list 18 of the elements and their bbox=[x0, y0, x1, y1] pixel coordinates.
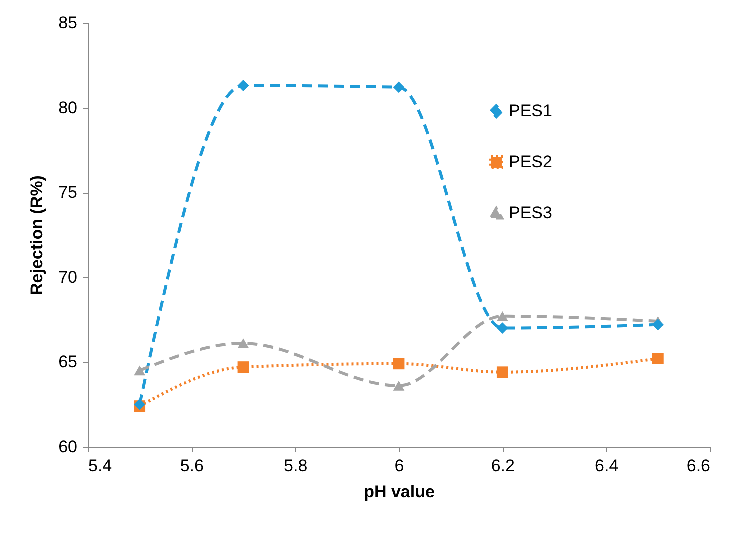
x-tick-label: 6 bbox=[394, 456, 404, 476]
legend-label: PES3 bbox=[509, 204, 552, 222]
x-tick-label: 5.6 bbox=[180, 456, 204, 476]
y-tick-label: 70 bbox=[58, 268, 78, 287]
y-tick-label: 80 bbox=[58, 98, 78, 118]
x-tick-label: 5.8 bbox=[284, 456, 308, 476]
y-axis-title: Rejection (R%) bbox=[28, 176, 47, 296]
y-tick-label: 85 bbox=[58, 14, 78, 32]
legend-label: PES2 bbox=[509, 152, 552, 172]
x-tick-label: 6.4 bbox=[595, 456, 619, 476]
x-tick-label: 6.2 bbox=[491, 456, 515, 476]
y-tick-label: 65 bbox=[58, 352, 78, 372]
x-tick-label: 6.6 bbox=[686, 456, 710, 476]
y-tick-label: 75 bbox=[58, 183, 78, 202]
legend-label: PES1 bbox=[509, 102, 552, 120]
x-axis-title: pH value bbox=[364, 482, 435, 502]
x-tick-label: 5.4 bbox=[88, 456, 112, 476]
y-tick-label: 60 bbox=[58, 438, 78, 456]
